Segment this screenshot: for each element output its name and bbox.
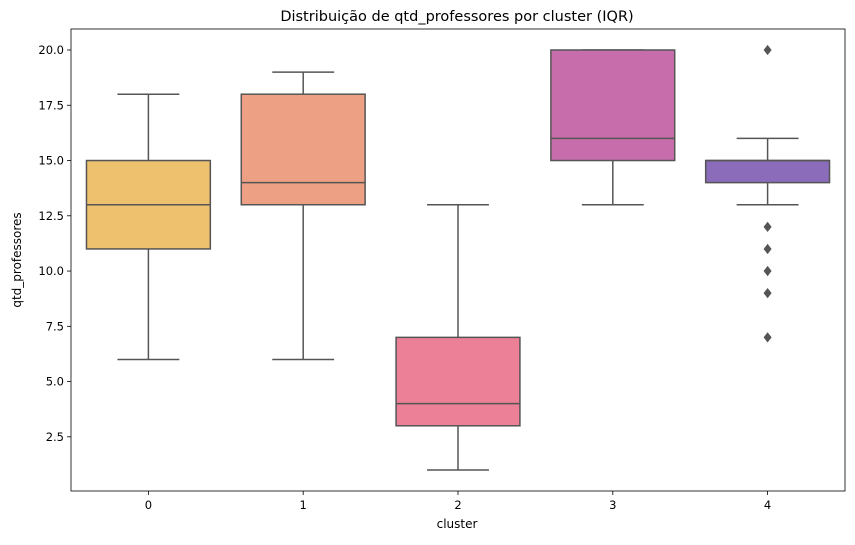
x-tick-label: 3	[609, 498, 616, 512]
y-tick-label: 5.0	[46, 375, 64, 389]
box-cluster-2	[395, 203, 521, 471]
outlier-point	[763, 243, 772, 255]
y-axis-label: qtd_professores	[10, 212, 24, 307]
y-tick-label: 2.5	[46, 430, 64, 444]
outlier-point	[763, 332, 772, 343]
box-cluster-0	[85, 93, 212, 361]
y-axis: 2.5 5.0 7.5 10.0 12.5 15.0 17.5 20.0	[38, 43, 71, 444]
iqr-box	[240, 93, 366, 206]
x-axis-label: cluster	[437, 517, 478, 531]
iqr-box	[550, 49, 676, 162]
y-tick-label: 7.5	[46, 319, 64, 333]
outlier-point	[763, 221, 772, 232]
y-tick-label: 15.0	[38, 154, 64, 168]
box-cluster-3	[550, 49, 676, 206]
y-tick-label: 10.0	[38, 264, 64, 278]
outlier-point	[763, 288, 772, 299]
x-axis: 0 1 2 3 4	[145, 491, 771, 512]
outlier-point	[763, 265, 772, 277]
iqr-box	[395, 336, 521, 427]
x-tick-label: 4	[764, 498, 771, 512]
x-tick-label: 2	[454, 498, 461, 512]
box-cluster-4	[704, 44, 831, 343]
iqr-box	[704, 159, 831, 184]
x-tick-label: 1	[300, 498, 307, 512]
y-tick-label: 20.0	[38, 43, 64, 57]
y-tick-label: 17.5	[38, 98, 64, 112]
plot-area	[85, 44, 831, 471]
chart-title: Distribuição de qtd_professores por clus…	[280, 9, 633, 25]
y-tick-label: 12.5	[38, 209, 64, 223]
x-tick-label: 0	[145, 498, 152, 512]
box-cluster-1	[240, 71, 366, 361]
outlier-point	[763, 44, 772, 56]
